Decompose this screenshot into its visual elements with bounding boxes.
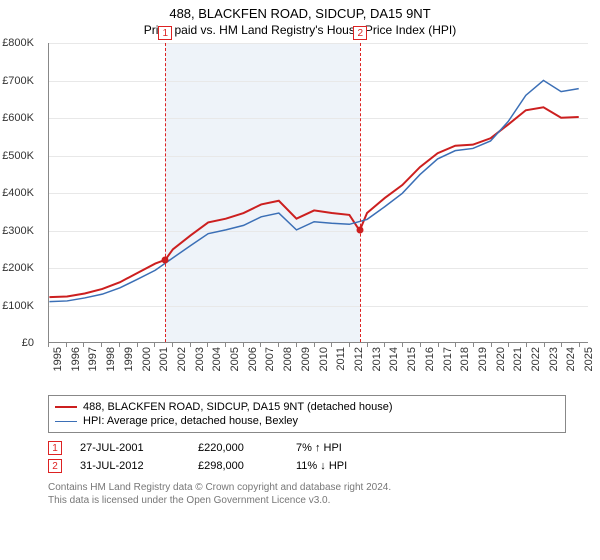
chart-subtitle: Price paid vs. HM Land Registry's House … [0,21,600,43]
chart-lines [49,43,588,342]
y-axis: £0£100K£200K£300K£400K£500K£600K£700K£80… [0,43,36,393]
footer: Contains HM Land Registry data © Crown c… [48,481,566,507]
x-axis: 1995199619971998199920002001200220032004… [48,343,588,393]
legend-label: 488, BLACKFEN ROAD, SIDCUP, DA15 9NT (de… [83,401,393,413]
sale-marker: 2 [48,459,62,473]
footer-line: This data is licensed under the Open Gov… [48,494,566,507]
sale-delta: 7% ↑ HPI [296,442,386,454]
sale-date: 31-JUL-2012 [80,460,180,472]
sale-price: £220,000 [198,442,278,454]
chart-title: 488, BLACKFEN ROAD, SIDCUP, DA15 9NT [0,0,600,21]
sale-date: 27-JUL-2001 [80,442,180,454]
sale-row: 2 31-JUL-2012 £298,000 11% ↓ HPI [48,457,566,475]
legend-row: HPI: Average price, detached house, Bexl… [55,414,559,428]
plot: 12 [48,43,588,343]
sales-table: 1 27-JUL-2001 £220,000 7% ↑ HPI 2 31-JUL… [48,439,566,475]
legend-label: HPI: Average price, detached house, Bexl… [83,415,298,427]
footer-line: Contains HM Land Registry data © Crown c… [48,481,566,494]
legend-swatch [55,421,77,422]
sale-delta: 11% ↓ HPI [296,460,386,472]
legend-row: 488, BLACKFEN ROAD, SIDCUP, DA15 9NT (de… [55,400,559,414]
legend: 488, BLACKFEN ROAD, SIDCUP, DA15 9NT (de… [48,395,566,433]
sale-price: £298,000 [198,460,278,472]
legend-swatch [55,406,77,408]
plot-area: £0£100K£200K£300K£400K£500K£600K£700K£80… [36,43,596,393]
sale-row: 1 27-JUL-2001 £220,000 7% ↑ HPI [48,439,566,457]
sale-marker: 1 [48,441,62,455]
